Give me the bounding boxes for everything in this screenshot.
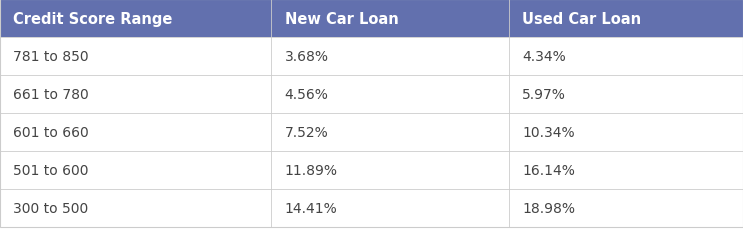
Text: Used Car Loan: Used Car Loan <box>522 12 641 26</box>
Text: 18.98%: 18.98% <box>522 201 575 215</box>
Bar <box>271 76 509 113</box>
Bar <box>509 151 743 189</box>
Text: 781 to 850: 781 to 850 <box>13 50 89 64</box>
Bar <box>271 38 509 76</box>
Text: 16.14%: 16.14% <box>522 163 575 177</box>
Bar <box>509 113 743 151</box>
Text: 601 to 660: 601 to 660 <box>13 125 89 139</box>
Text: 10.34%: 10.34% <box>522 125 575 139</box>
Text: 14.41%: 14.41% <box>285 201 337 215</box>
Text: 501 to 600: 501 to 600 <box>13 163 89 177</box>
Bar <box>271 151 509 189</box>
Text: Credit Score Range: Credit Score Range <box>13 12 173 26</box>
Text: 3.68%: 3.68% <box>285 50 328 64</box>
Bar <box>0 0 271 38</box>
Bar <box>0 76 271 113</box>
Text: New Car Loan: New Car Loan <box>285 12 398 26</box>
Text: 11.89%: 11.89% <box>285 163 337 177</box>
Bar <box>271 189 509 227</box>
Bar <box>0 113 271 151</box>
Bar <box>509 189 743 227</box>
Text: 4.34%: 4.34% <box>522 50 566 64</box>
Text: 5.97%: 5.97% <box>522 88 566 102</box>
Text: 7.52%: 7.52% <box>285 125 328 139</box>
Bar <box>0 38 271 76</box>
Bar <box>509 38 743 76</box>
Bar <box>509 0 743 38</box>
Text: 4.56%: 4.56% <box>285 88 328 102</box>
Bar <box>0 189 271 227</box>
Text: 300 to 500: 300 to 500 <box>13 201 88 215</box>
Bar <box>0 151 271 189</box>
Bar <box>271 113 509 151</box>
Text: 661 to 780: 661 to 780 <box>13 88 89 102</box>
Bar <box>271 0 509 38</box>
Bar <box>509 76 743 113</box>
